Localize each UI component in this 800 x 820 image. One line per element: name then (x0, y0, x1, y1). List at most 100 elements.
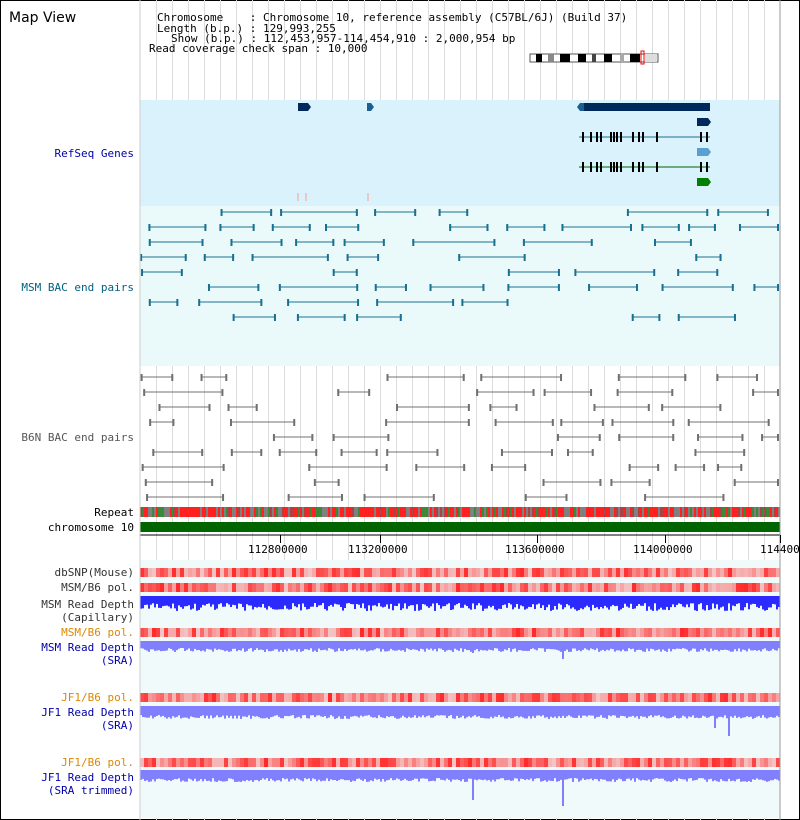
depth-bar (566, 770, 568, 779)
bac-end (463, 464, 465, 471)
msm-bac-features[interactable] (140, 209, 779, 321)
repeat-segment (170, 507, 172, 517)
depth-bar (220, 770, 222, 781)
depth-bar (144, 706, 146, 717)
repeat-segment (384, 507, 386, 517)
label-jf1-b6-pol-1: JF1/B6 pol. (61, 691, 134, 704)
depth-bar (436, 641, 438, 651)
depth-bar (286, 641, 288, 651)
depth-bar (604, 596, 606, 606)
depth-bar (206, 596, 208, 604)
depth-bar (586, 706, 588, 717)
heatmap-cell (596, 628, 600, 637)
depth-bar (222, 596, 224, 607)
depth-bar (650, 596, 652, 610)
heatmap-cell (688, 568, 692, 577)
depth-bar (552, 770, 554, 781)
heatmap-cell (460, 628, 464, 637)
depth-bar (394, 641, 396, 651)
heatmap-cell (728, 693, 732, 702)
depth-bar (268, 770, 270, 781)
depth-bar (180, 641, 182, 648)
depth-bar (264, 770, 266, 780)
depth-bar (462, 641, 464, 652)
bac-end (507, 284, 509, 291)
heatmap-cell (396, 568, 400, 577)
heatmap-cell (776, 628, 780, 637)
heatmap-cell (200, 583, 204, 592)
repeat-segment (596, 507, 598, 517)
bac-end (211, 479, 213, 486)
depth-bar (614, 706, 616, 715)
heatmap-cell (356, 758, 360, 767)
depth-bar (698, 706, 700, 718)
depth-bar (522, 641, 524, 651)
heatmap-cell (224, 693, 228, 702)
depth-bar (230, 770, 232, 779)
depth-bar (236, 596, 238, 609)
depth-bar (280, 596, 282, 609)
depth-bar (628, 706, 630, 717)
depth-bar (468, 596, 470, 608)
heatmap-cell (504, 583, 508, 592)
depth-bar (658, 770, 660, 779)
depth-bar (438, 706, 440, 716)
heatmap-cell (464, 583, 468, 592)
depth-bar (246, 770, 248, 780)
heatmap-cell (760, 693, 764, 702)
depth-bar (528, 706, 530, 716)
heatmap-cell (248, 568, 252, 577)
depth-bar (696, 596, 698, 611)
heatmap-cell (196, 583, 200, 592)
heatmap-cell (320, 628, 324, 637)
heatmap-cell (420, 628, 424, 637)
heatmap-cell (180, 583, 184, 592)
heatmap-cell (520, 758, 524, 767)
repeat-segment (776, 507, 778, 517)
depth-bar (528, 641, 530, 651)
heatmap-cell (756, 568, 760, 577)
depth-bar (636, 641, 638, 650)
depth-bar (290, 770, 292, 779)
heatmap-cell (684, 628, 688, 637)
b6n-bac-features[interactable] (141, 374, 779, 501)
heatmap-cell (456, 693, 460, 702)
depth-bar (282, 596, 284, 609)
depth-bar (360, 641, 362, 650)
refseq-features[interactable] (298, 103, 711, 201)
bac-end (204, 224, 206, 231)
bac-end (458, 254, 460, 261)
heatmap-cell (196, 693, 200, 702)
exon-mark (582, 162, 584, 172)
depth-bar (400, 596, 402, 610)
heatmap-cell (556, 568, 560, 577)
repeat-segment (200, 507, 202, 517)
depth-bar (278, 641, 280, 652)
depth-bar (632, 641, 634, 649)
chromosome-ideogram[interactable] (530, 51, 658, 64)
heatmap-cell (600, 568, 604, 577)
repeat-segment (708, 507, 710, 517)
depth-bar (610, 770, 612, 781)
heatmap-cell (336, 568, 340, 577)
depth-bar (144, 770, 146, 781)
depth-bar (650, 770, 652, 782)
heatmap-cell (260, 583, 264, 592)
heatmap-cell (696, 693, 700, 702)
repeat-segment (240, 507, 242, 517)
depth-bar (286, 770, 288, 779)
depth-bar (580, 706, 582, 718)
depth-bar (542, 770, 544, 781)
depth-bar (326, 770, 328, 778)
heatmap-cell (636, 583, 640, 592)
ruler-tick (537, 535, 538, 543)
heatmap-cell (724, 758, 728, 767)
repeat-segment (422, 507, 424, 517)
heatmap-cell (748, 758, 752, 767)
bac-end (777, 389, 779, 396)
depth-bar (716, 770, 718, 781)
repeat-segment (374, 507, 376, 517)
heatmap-cell (740, 628, 744, 637)
repeat-segment (482, 507, 484, 517)
depth-bar (194, 706, 196, 718)
